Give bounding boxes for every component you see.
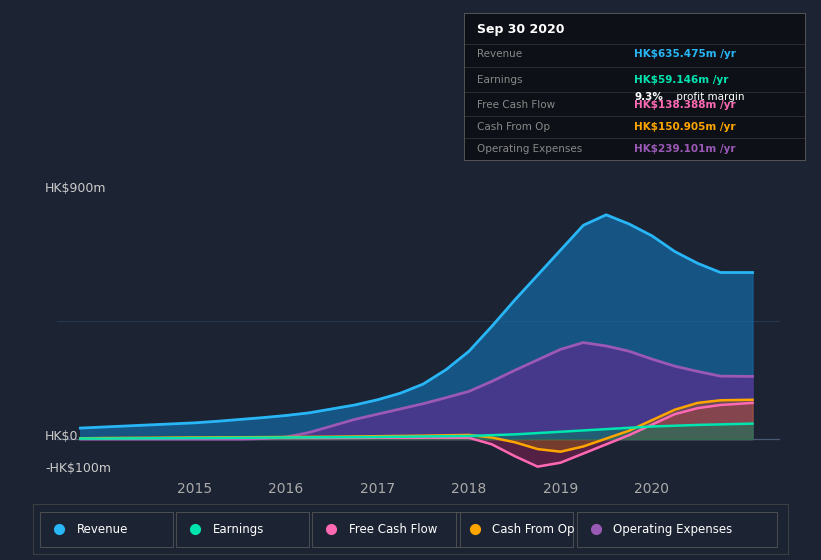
Text: Cash From Op: Cash From Op [492,522,575,536]
Text: HK$900m: HK$900m [45,183,107,195]
Text: HK$138.388m /yr: HK$138.388m /yr [635,100,736,110]
Text: HK$59.146m /yr: HK$59.146m /yr [635,74,728,85]
Text: 9.3%: 9.3% [635,92,663,102]
Text: Operating Expenses: Operating Expenses [613,522,732,536]
Text: HK$635.475m /yr: HK$635.475m /yr [635,49,736,59]
Text: Revenue: Revenue [76,522,128,536]
Text: Earnings: Earnings [213,522,264,536]
Text: HK$239.101m /yr: HK$239.101m /yr [635,143,736,153]
Text: profit margin: profit margin [673,92,745,102]
Text: Free Cash Flow: Free Cash Flow [349,522,437,536]
Text: Cash From Op: Cash From Op [478,122,551,132]
Text: HK$0: HK$0 [45,430,79,443]
Text: Earnings: Earnings [478,74,523,85]
Text: Operating Expenses: Operating Expenses [478,143,583,153]
Text: Sep 30 2020: Sep 30 2020 [478,23,565,36]
Text: HK$150.905m /yr: HK$150.905m /yr [635,122,736,132]
Text: -HK$100m: -HK$100m [45,461,111,475]
Text: Revenue: Revenue [478,49,523,59]
Text: Free Cash Flow: Free Cash Flow [478,100,556,110]
